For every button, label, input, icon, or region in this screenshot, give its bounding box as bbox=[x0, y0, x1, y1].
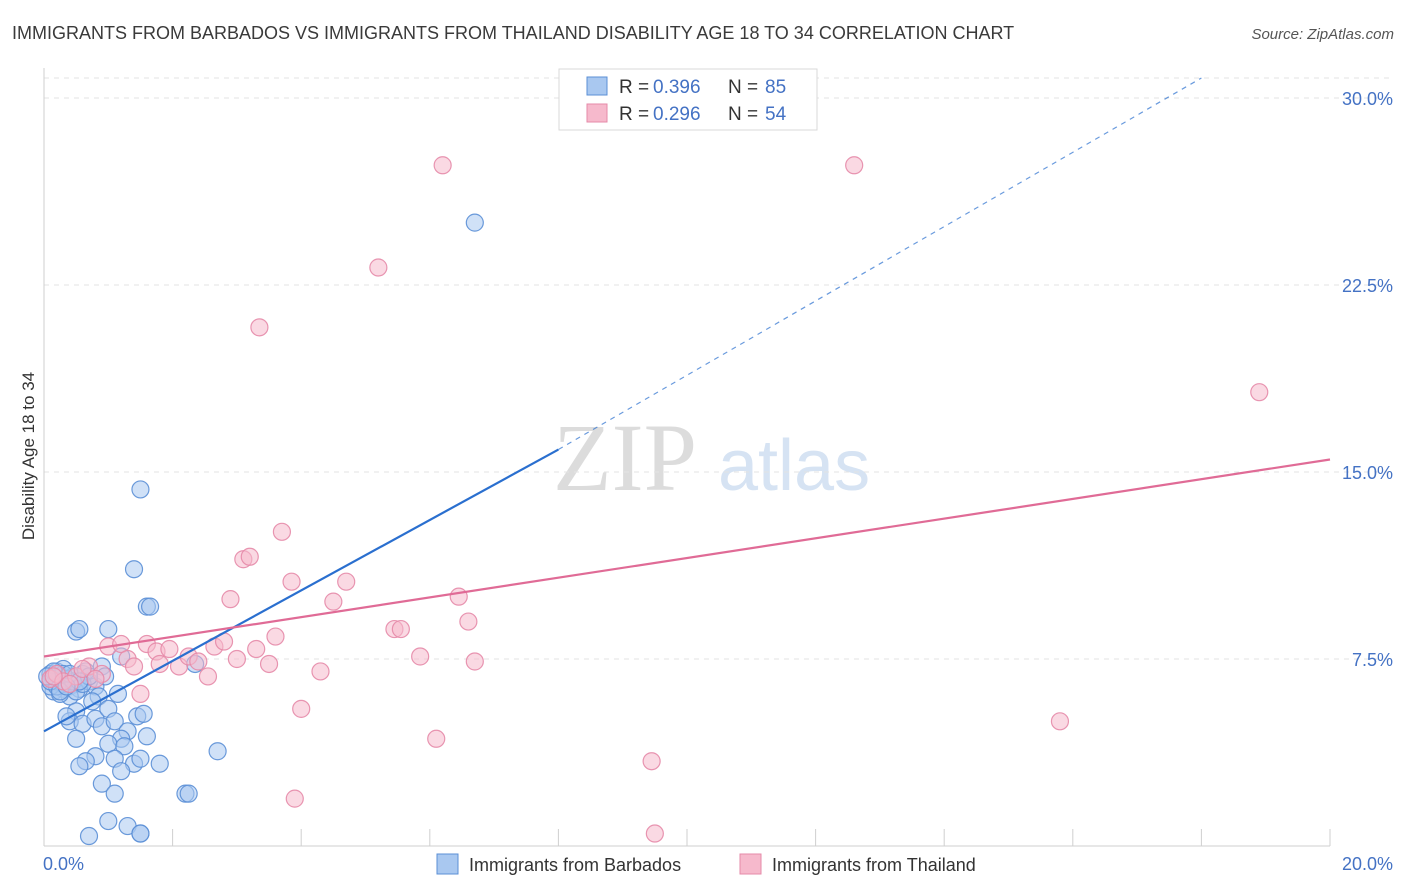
thailand-point bbox=[198, 667, 218, 686]
thailand-point bbox=[433, 156, 452, 175]
barbados-point bbox=[131, 824, 150, 843]
stats-legend: R = 0.396 N = 85 R = 0.296 N = 54 bbox=[558, 68, 818, 131]
legend-thailand-r-label: R = bbox=[619, 104, 649, 125]
legend-swatch-barbados bbox=[586, 76, 608, 96]
y-tick-labels: 7.5% 15.0% 22.5% 30.0% bbox=[1342, 89, 1393, 670]
thailand-point bbox=[642, 752, 661, 771]
barbados-trend-line bbox=[43, 448, 559, 733]
thailand-point bbox=[272, 522, 292, 541]
barbados-point bbox=[465, 213, 484, 232]
thailand-point bbox=[60, 674, 79, 694]
thailand-point bbox=[369, 258, 388, 277]
bottom-legend-swatch-barbados bbox=[436, 853, 459, 875]
barbados-point bbox=[140, 597, 160, 616]
barbados-point bbox=[131, 480, 150, 499]
barbados-point bbox=[112, 762, 131, 781]
chart-title: IMMIGRANTS FROM BARBADOS VS IMMIGRANTS F… bbox=[12, 23, 1014, 43]
thailand-point bbox=[285, 789, 304, 808]
thailand-point bbox=[221, 590, 240, 609]
barbados-point bbox=[67, 729, 86, 748]
thailand-point bbox=[411, 647, 430, 666]
bottom-legend-thailand: Immigrants from Thailand bbox=[772, 855, 976, 875]
thailand-point bbox=[227, 649, 246, 669]
thailand-point bbox=[266, 627, 285, 646]
legend-swatch-thailand bbox=[586, 103, 608, 123]
thailand-point bbox=[124, 657, 144, 676]
barbados-point bbox=[105, 712, 124, 731]
barbados-point bbox=[70, 757, 89, 776]
thailand-point bbox=[160, 639, 179, 659]
thailand-point bbox=[324, 592, 343, 611]
legend-barbados-r-value: 0.396 bbox=[653, 77, 701, 98]
thailand-point bbox=[427, 729, 446, 748]
barbados-point bbox=[70, 619, 89, 639]
barbados-point bbox=[115, 737, 134, 756]
legend-barbados-n-label: N = bbox=[728, 77, 758, 98]
thailand-point bbox=[1250, 383, 1269, 402]
thailand-point bbox=[131, 684, 150, 703]
thailand-point bbox=[845, 156, 864, 175]
barbados-trend-extension bbox=[558, 77, 1202, 451]
barbados-point bbox=[79, 826, 99, 846]
barbados-point bbox=[92, 774, 111, 793]
watermark-zip: ZIP bbox=[553, 404, 697, 511]
series-legend: Immigrants from Barbados Immigrants from… bbox=[436, 853, 976, 875]
thailand-point bbox=[250, 318, 269, 337]
thailand-point bbox=[465, 652, 484, 671]
y-tick-label: 22.5% bbox=[1342, 276, 1393, 296]
legend-thailand-n-label: N = bbox=[728, 104, 758, 125]
bottom-legend-swatch-thailand bbox=[739, 853, 762, 875]
legend-barbados-n-value: 85 bbox=[765, 77, 786, 98]
series-thailand-points bbox=[41, 156, 1269, 843]
barbados-point bbox=[105, 784, 124, 803]
thailand-point bbox=[259, 654, 279, 674]
barbados-point bbox=[131, 749, 150, 768]
thailand-point bbox=[73, 659, 92, 679]
thailand-point bbox=[311, 662, 330, 681]
y-tick-label: 30.0% bbox=[1342, 89, 1393, 109]
thailand-point bbox=[459, 612, 478, 631]
barbados-point bbox=[208, 742, 227, 761]
barbados-point bbox=[150, 754, 169, 773]
thailand-point bbox=[240, 547, 259, 566]
barbados-point bbox=[99, 811, 118, 831]
barbados-point bbox=[179, 784, 198, 803]
legend-thailand-r-value: 0.296 bbox=[653, 104, 701, 125]
thailand-point bbox=[292, 699, 311, 718]
thailand-point bbox=[189, 652, 208, 671]
gridlines bbox=[44, 77, 1392, 660]
axes bbox=[43, 68, 1331, 847]
x-tick-labels: 0.0% 20.0% bbox=[43, 854, 1393, 874]
thailand-point bbox=[86, 669, 105, 689]
thailand-point bbox=[1050, 712, 1070, 731]
bottom-legend-barbados: Immigrants from Barbados bbox=[469, 855, 681, 875]
thailand-point bbox=[282, 572, 301, 591]
thailand-point bbox=[645, 824, 664, 843]
trend-lines bbox=[43, 77, 1331, 733]
thailand-trend-line bbox=[43, 458, 1331, 658]
thailand-point bbox=[449, 587, 468, 606]
y-tick-label: 7.5% bbox=[1352, 650, 1393, 670]
thailand-point bbox=[391, 619, 410, 639]
series-barbados-points bbox=[38, 213, 484, 846]
watermark-atlas: atlas bbox=[718, 426, 870, 506]
thailand-point bbox=[337, 572, 356, 591]
thailand-point bbox=[247, 639, 266, 659]
thailand-point bbox=[44, 667, 63, 686]
y-axis-label: Disability Age 18 to 34 bbox=[19, 372, 38, 540]
y-tick-label: 15.0% bbox=[1342, 463, 1393, 483]
legend-barbados-r-label: R = bbox=[619, 77, 649, 98]
chart-source: Source: ZipAtlas.com bbox=[1251, 26, 1394, 43]
barbados-point bbox=[134, 704, 153, 723]
x-tick-label: 20.0% bbox=[1342, 854, 1393, 874]
barbados-point bbox=[99, 619, 118, 639]
barbados-point bbox=[124, 560, 144, 579]
barbados-point bbox=[137, 727, 156, 746]
x-tick-label: 0.0% bbox=[43, 854, 84, 874]
legend-thailand-n-value: 54 bbox=[765, 104, 787, 125]
